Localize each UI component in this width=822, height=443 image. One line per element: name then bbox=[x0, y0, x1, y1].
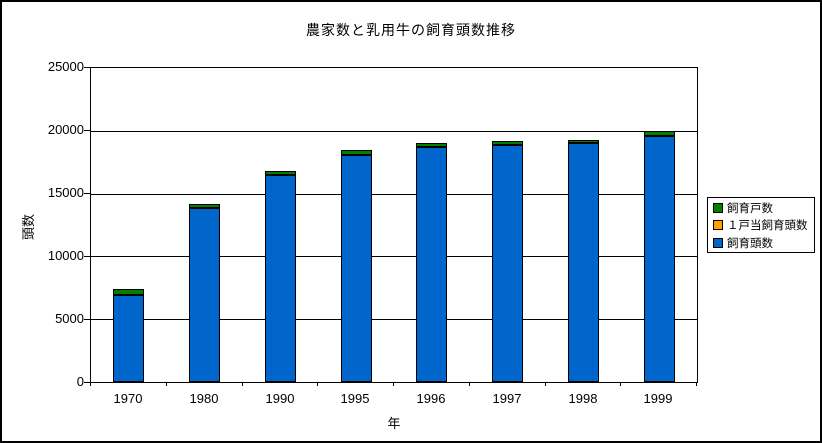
y-tick-mark bbox=[84, 193, 90, 194]
bar-segment-飼育戸数 bbox=[644, 131, 675, 136]
bar-segment-飼育戸数 bbox=[189, 204, 220, 208]
bar-segment-飼育戸数 bbox=[265, 171, 296, 175]
bar-segment-飼育頭数 bbox=[189, 208, 220, 382]
bar-1996 bbox=[416, 143, 447, 382]
y-axis-title: 頭数 bbox=[21, 214, 36, 241]
x-tick-mark bbox=[317, 382, 318, 386]
x-tick-mark bbox=[545, 382, 546, 386]
bar-segment-飼育戸数 bbox=[113, 289, 144, 295]
bar-1999 bbox=[644, 131, 675, 382]
x-axis-title: 年 bbox=[387, 416, 401, 431]
x-tick-label: 1990 bbox=[265, 391, 295, 406]
y-tick-mark bbox=[84, 319, 90, 320]
bar-1995 bbox=[341, 150, 372, 382]
bar-segment-飼育戸数 bbox=[341, 150, 372, 155]
x-tick-mark bbox=[696, 382, 697, 386]
bar-segment-飼育頭数 bbox=[644, 136, 675, 382]
y-tick-label: 20000 bbox=[47, 122, 84, 137]
y-tick-mark bbox=[84, 67, 90, 68]
gridline bbox=[91, 194, 697, 195]
legend-item: 飼育頭数 bbox=[713, 235, 814, 251]
bar-1970 bbox=[113, 289, 144, 382]
x-tick-mark bbox=[393, 382, 394, 386]
bar-segment-飼育頭数 bbox=[416, 147, 447, 382]
y-tick-label: 15000 bbox=[47, 185, 84, 200]
x-tick-mark bbox=[620, 382, 621, 386]
x-tick-label: 1998 bbox=[568, 391, 598, 406]
bar-segment-飼育戸数 bbox=[568, 140, 599, 143]
legend: 飼育戸数 １戸当飼育頭数 飼育頭数 bbox=[707, 197, 815, 253]
x-tick-mark bbox=[166, 382, 167, 386]
gridline bbox=[91, 131, 697, 132]
bar-segment-飼育頭数 bbox=[113, 295, 144, 382]
legend-label: 飼育戸数 bbox=[727, 202, 773, 215]
plot-area bbox=[90, 67, 698, 383]
bar-segment-飼育頭数 bbox=[568, 143, 599, 382]
bar-segment-飼育頭数 bbox=[265, 175, 296, 382]
x-tick-mark bbox=[242, 382, 243, 386]
gridline bbox=[91, 256, 697, 257]
chart-title: 農家数と乳用牛の飼育頭数推移 bbox=[306, 22, 516, 38]
legend-label: １戸当飼育頭数 bbox=[727, 220, 808, 232]
x-tick-mark bbox=[469, 382, 470, 386]
gridline bbox=[91, 319, 697, 320]
legend-swatch-icon bbox=[713, 220, 723, 230]
bar-1980 bbox=[189, 204, 220, 382]
y-tick-label: 5000 bbox=[55, 311, 84, 326]
x-tick-label: 1996 bbox=[416, 391, 446, 406]
y-tick-label: 10000 bbox=[47, 248, 84, 263]
bar-segment-飼育頭数 bbox=[341, 155, 372, 382]
x-tick-label: 1970 bbox=[113, 391, 143, 406]
y-tick-mark bbox=[84, 130, 90, 131]
x-tick-label: 1997 bbox=[492, 391, 522, 406]
bar-segment-飼育戸数 bbox=[492, 141, 523, 145]
x-tick-label: 1980 bbox=[189, 391, 219, 406]
bar-segment-飼育戸数 bbox=[416, 143, 447, 147]
legend-item: 飼育戸数 bbox=[713, 200, 814, 216]
legend-swatch-icon bbox=[713, 237, 723, 248]
bar-1997 bbox=[492, 141, 523, 382]
legend-item: １戸当飼育頭数 bbox=[713, 217, 814, 233]
y-tick-label: 25000 bbox=[47, 59, 84, 74]
legend-label: 飼育頭数 bbox=[727, 237, 773, 250]
x-tick-mark bbox=[90, 382, 91, 386]
bar-1998 bbox=[568, 140, 599, 382]
bar-segment-飼育頭数 bbox=[492, 145, 523, 382]
bar-1990 bbox=[265, 171, 296, 382]
y-tick-label: 0 bbox=[76, 374, 84, 389]
y-tick-mark bbox=[84, 256, 90, 257]
x-tick-label: 1995 bbox=[340, 391, 370, 406]
x-tick-label: 1999 bbox=[643, 391, 673, 406]
y-tick-mark bbox=[84, 382, 90, 383]
legend-swatch-icon bbox=[713, 202, 723, 213]
